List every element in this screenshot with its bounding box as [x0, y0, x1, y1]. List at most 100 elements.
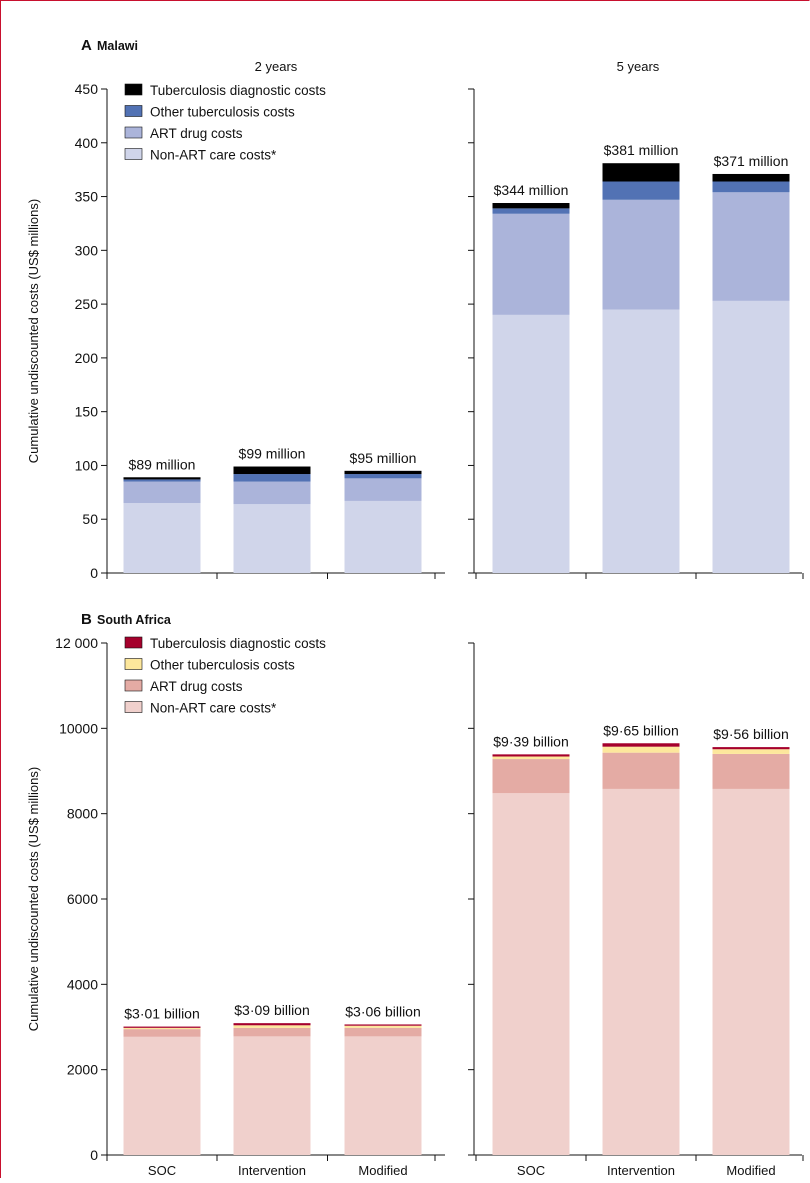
y-tick-label: 100 — [75, 457, 99, 473]
bar-total-label: $9·56 billion — [713, 726, 789, 742]
y-tick-label: 2000 — [67, 1062, 98, 1078]
legend-entry: Tuberculosis diagnostic costs — [150, 636, 326, 651]
bar-segment-tuberculosis-diagnostic-costs — [123, 1026, 201, 1028]
bar-segment-art-drug-costs — [344, 478, 422, 501]
bar-segment-art-drug-costs — [602, 199, 680, 310]
bar-segment-tuberculosis-diagnostic-costs — [712, 747, 790, 750]
x-category-label: Modified — [358, 1163, 407, 1178]
legend-swatch — [124, 126, 143, 139]
bar-segment-other-tuberculosis-costs — [712, 749, 790, 754]
y-tick-label: 150 — [75, 404, 99, 420]
bar-segment-tuberculosis-diagnostic-costs — [233, 1023, 311, 1026]
bar-segment-non-art-care-costs — [602, 788, 680, 1155]
legend-entry: Other tuberculosis costs — [150, 105, 295, 120]
bar-segment-other-tuberculosis-costs — [492, 208, 570, 214]
bar-total-label: $3·09 billion — [234, 1002, 310, 1018]
bar-total-label: $3·01 billion — [124, 1006, 200, 1022]
bar-segment-art-drug-costs — [712, 753, 790, 789]
bar-segment-non-art-care-costs — [344, 1036, 422, 1155]
subplot-label: 5 years — [617, 59, 660, 74]
bar-total-label: $381 million — [604, 142, 679, 158]
y-tick-label: 0 — [90, 565, 98, 581]
legend-entry: Tuberculosis diagnostic costs — [150, 83, 326, 98]
bar-segment-non-art-care-costs — [712, 300, 790, 573]
y-tick-label: 10000 — [59, 720, 98, 736]
bar-segment-tuberculosis-diagnostic-costs — [123, 477, 201, 480]
bar-segment-art-drug-costs — [123, 1029, 201, 1037]
y-tick-label: 8000 — [67, 806, 98, 822]
bar-segment-art-drug-costs — [123, 481, 201, 504]
bar-segment-other-tuberculosis-costs — [602, 181, 680, 200]
panel-letter-a: A — [81, 37, 92, 54]
bar-segment-other-tuberculosis-costs — [712, 181, 790, 193]
y-axis-label: Cumulative undiscounted costs (US$ milli… — [26, 767, 41, 1031]
bar-segment-non-art-care-costs — [123, 1036, 201, 1155]
bar-segment-non-art-care-costs — [712, 788, 790, 1155]
bar-total-label: $89 million — [129, 456, 196, 472]
x-category-label: Intervention — [607, 1163, 675, 1178]
bar-segment-art-drug-costs — [602, 752, 680, 789]
bar-segment-art-drug-costs — [233, 481, 311, 505]
bar-total-label: $99 million — [239, 446, 306, 462]
bar-segment-non-art-care-costs — [492, 793, 570, 1155]
bar-segment-art-drug-costs — [712, 192, 790, 301]
bar-segment-tuberculosis-diagnostic-costs — [233, 466, 311, 475]
x-category-label: SOC — [148, 1163, 176, 1178]
panel-title-b: South Africa — [97, 613, 172, 627]
bar-segment-non-art-care-costs — [492, 314, 570, 573]
bar-segment-tuberculosis-diagnostic-costs — [344, 470, 422, 475]
y-tick-label: 12 000 — [55, 635, 98, 651]
bar-total-label: $344 million — [494, 182, 569, 198]
bar-segment-art-drug-costs — [344, 1027, 422, 1037]
bar-segment-non-art-care-costs — [233, 1036, 311, 1155]
bar-segment-art-drug-costs — [492, 759, 570, 794]
legend-swatch — [124, 636, 143, 649]
bar-segment-tuberculosis-diagnostic-costs — [712, 173, 790, 182]
bar-total-label: $9·39 billion — [493, 733, 569, 749]
x-category-label: SOC — [517, 1163, 545, 1178]
bar-segment-other-tuberculosis-costs — [344, 474, 422, 479]
bar-segment-other-tuberculosis-costs — [344, 1025, 422, 1028]
legend-swatch — [124, 83, 143, 96]
panel-letter-b: B — [81, 611, 92, 628]
legend-swatch — [124, 105, 143, 117]
legend-entry: Non-ART care costs* — [150, 701, 277, 716]
legend-swatch — [124, 658, 143, 670]
bar-segment-other-tuberculosis-costs — [602, 746, 680, 753]
bar-segment-other-tuberculosis-costs — [233, 474, 311, 482]
bar-segment-art-drug-costs — [492, 213, 570, 315]
bar-segment-tuberculosis-diagnostic-costs — [602, 163, 680, 182]
legend-swatch — [124, 701, 143, 713]
bar-segment-other-tuberculosis-costs — [492, 756, 570, 760]
y-tick-label: 0 — [90, 1147, 98, 1163]
y-axis-label: Cumulative undiscounted costs (US$ milli… — [26, 199, 41, 463]
bar-segment-tuberculosis-diagnostic-costs — [344, 1024, 422, 1026]
subplot-label: 2 years — [255, 59, 298, 74]
legend-entry: ART drug costs — [150, 126, 243, 141]
y-tick-label: 450 — [75, 81, 99, 97]
y-tick-label: 250 — [75, 296, 99, 312]
y-tick-label: 50 — [82, 511, 98, 527]
y-tick-label: 350 — [75, 189, 99, 205]
bar-segment-tuberculosis-diagnostic-costs — [602, 743, 680, 747]
x-category-label: Intervention — [238, 1163, 306, 1178]
legend-entry: ART drug costs — [150, 679, 243, 694]
bar-segment-tuberculosis-diagnostic-costs — [492, 754, 570, 757]
x-category-label: Modified — [726, 1163, 775, 1178]
y-tick-label: 6000 — [67, 891, 98, 907]
bar-segment-non-art-care-costs — [344, 500, 422, 573]
bar-segment-other-tuberculosis-costs — [233, 1025, 311, 1028]
y-tick-label: 400 — [75, 135, 99, 151]
legend-entry: Other tuberculosis costs — [150, 658, 295, 673]
y-tick-label: 4000 — [67, 976, 98, 992]
legend-swatch — [124, 679, 143, 692]
bar-segment-non-art-care-costs — [602, 309, 680, 573]
legend-swatch — [124, 148, 143, 160]
bar-total-label: $371 million — [714, 153, 789, 169]
bar-segment-other-tuberculosis-costs — [123, 479, 201, 482]
y-tick-label: 300 — [75, 242, 99, 258]
y-tick-label: 200 — [75, 350, 99, 366]
